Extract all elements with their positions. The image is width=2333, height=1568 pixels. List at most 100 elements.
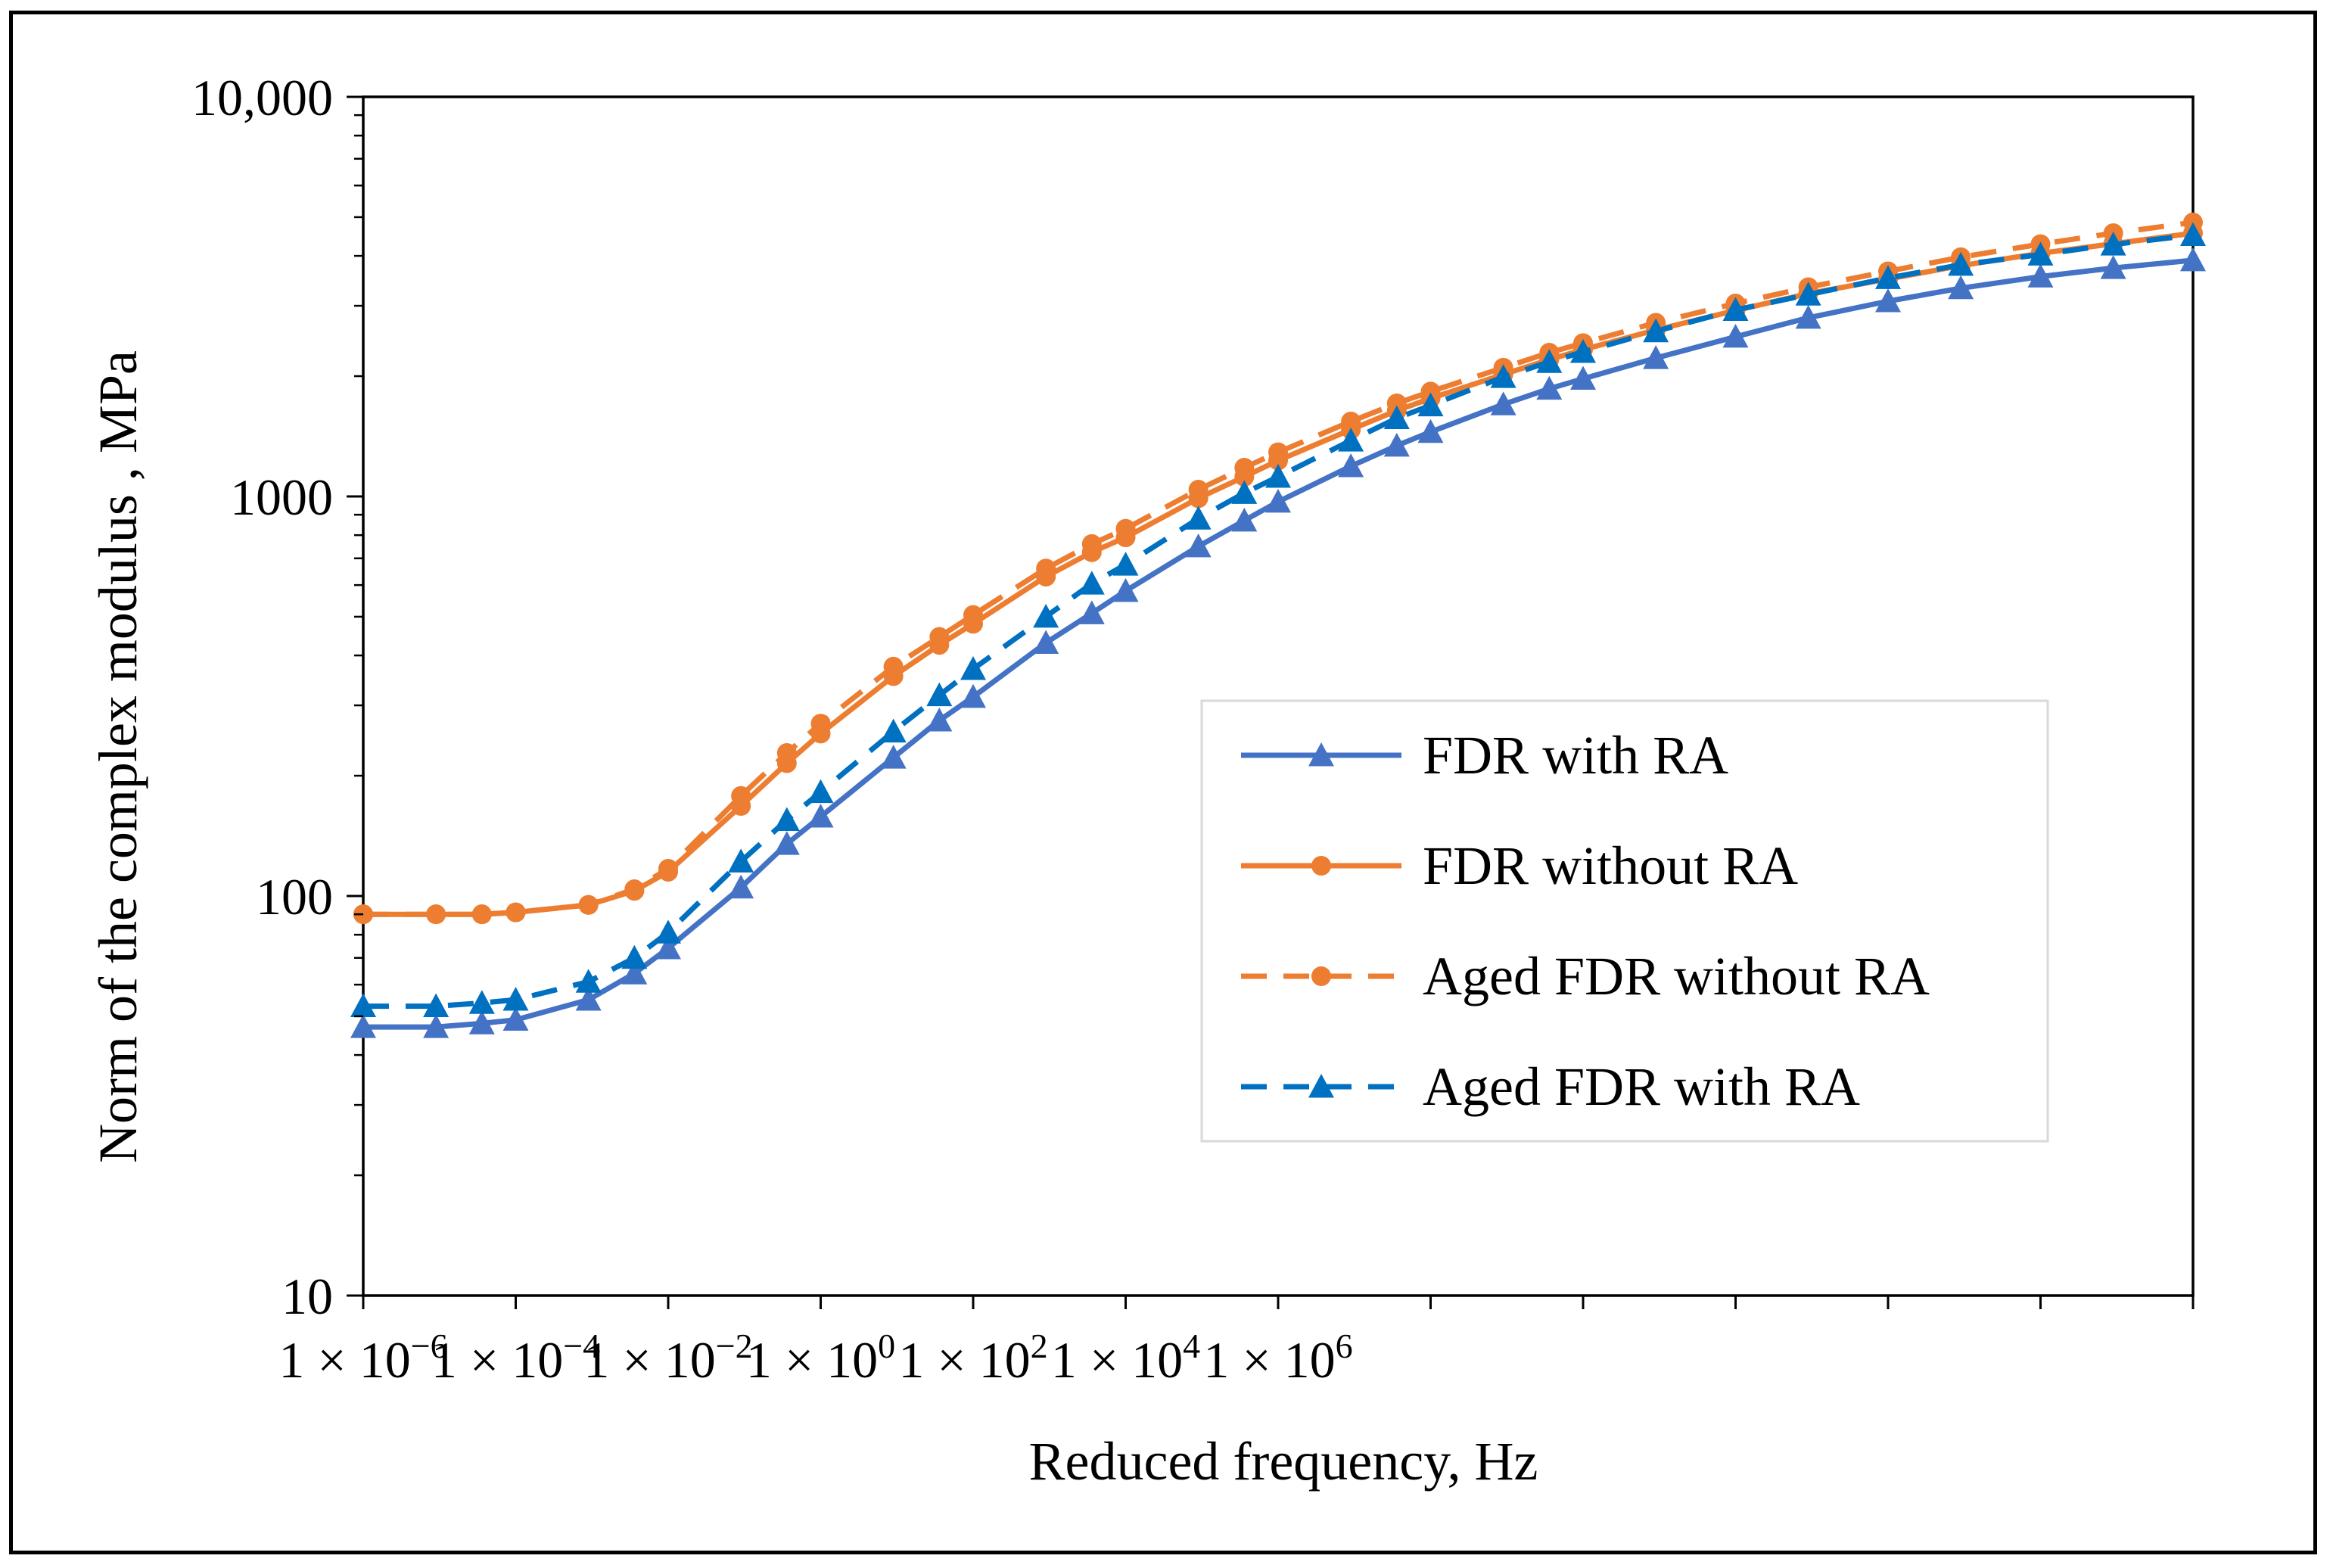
series-layer bbox=[350, 212, 2206, 1038]
data-point bbox=[880, 745, 907, 769]
y-axis-title: Norm of the complex modulus , MPa bbox=[88, 350, 148, 1163]
x-tick-label-base: 1 × 10 bbox=[431, 1331, 563, 1389]
data-point bbox=[655, 919, 681, 944]
x-tick-label: 1 × 10−6 bbox=[278, 1327, 447, 1389]
axis-layer: 1 × 10−61 × 10−41 × 10−21 × 100 1 × 102 1 … bbox=[191, 69, 2195, 1389]
legend-label: Aged FDR with RA bbox=[1423, 1056, 1860, 1117]
data-point bbox=[1033, 630, 1059, 654]
data-point bbox=[1268, 442, 1288, 462]
data-point bbox=[578, 894, 599, 915]
data-point bbox=[1112, 577, 1139, 602]
x-tick-label-base: 1 × 10 bbox=[278, 1331, 410, 1389]
legend-entry: Aged FDR with RA bbox=[1241, 1056, 1860, 1117]
data-point bbox=[1536, 375, 1563, 400]
data-point bbox=[960, 655, 986, 680]
data-point bbox=[1643, 318, 1669, 343]
data-point bbox=[655, 935, 681, 960]
chart-frame bbox=[9, 11, 2317, 1554]
x-tick-label: 1 × 104 bbox=[1051, 1327, 1200, 1389]
data-point bbox=[2027, 241, 2054, 266]
legend: FDR with RA FDR without RA Aged FDR withou… bbox=[1200, 699, 2049, 1143]
legend-label: FDR without RA bbox=[1423, 835, 1798, 896]
data-point bbox=[1231, 507, 1258, 532]
data-point bbox=[2100, 232, 2126, 256]
x-tick-label-base: 1 × 10 bbox=[1051, 1331, 1183, 1389]
data-point bbox=[423, 1014, 449, 1038]
data-point bbox=[1948, 251, 1974, 276]
data-point bbox=[423, 993, 449, 1018]
x-tick-label-exponent: 0 bbox=[878, 1327, 895, 1365]
data-point bbox=[1112, 552, 1139, 576]
data-point bbox=[883, 656, 904, 677]
data-point bbox=[1383, 405, 1410, 430]
data-point bbox=[2027, 263, 2054, 288]
x-tick-label-exponent: 6 bbox=[1336, 1327, 1353, 1365]
y-tick-label: 1000 bbox=[230, 468, 333, 526]
data-point bbox=[624, 879, 645, 900]
data-point bbox=[1115, 518, 1136, 539]
data-point bbox=[1643, 345, 1669, 369]
x-tick-label-base: 1 × 10 bbox=[1203, 1331, 1335, 1389]
data-point bbox=[728, 874, 754, 899]
data-point bbox=[1383, 432, 1410, 457]
x-tick-label: 1 × 10−2 bbox=[583, 1327, 752, 1389]
data-point bbox=[1795, 304, 1821, 329]
data-point bbox=[1185, 506, 1212, 530]
data-point bbox=[1338, 428, 1364, 452]
data-point bbox=[926, 682, 953, 707]
legend-marker bbox=[1308, 742, 1334, 767]
data-point bbox=[731, 786, 751, 806]
data-point bbox=[621, 960, 648, 985]
data-point bbox=[1722, 297, 1749, 321]
data-point bbox=[773, 807, 800, 831]
data-point bbox=[1033, 603, 1059, 628]
legend-box bbox=[1200, 699, 2049, 1143]
data-point bbox=[575, 987, 602, 1011]
data-point bbox=[1875, 288, 1901, 313]
series-line bbox=[363, 219, 2194, 917]
data-point bbox=[1234, 458, 1255, 478]
data-point bbox=[1536, 349, 1563, 373]
data-point bbox=[1570, 339, 1596, 363]
data-point bbox=[1081, 534, 1102, 554]
data-point bbox=[1490, 364, 1516, 388]
data-point bbox=[1265, 464, 1291, 488]
data-point bbox=[426, 904, 446, 925]
data-point bbox=[350, 993, 376, 1018]
legend-label: Aged FDR without RA bbox=[1423, 946, 1930, 1006]
data-point bbox=[471, 904, 492, 925]
data-point bbox=[728, 848, 754, 873]
y-tick-label: 10 bbox=[282, 1268, 333, 1325]
x-tick-label-exponent: −2 bbox=[716, 1327, 753, 1365]
series-fdr-with-ra bbox=[350, 247, 2206, 1038]
data-point bbox=[502, 987, 529, 1011]
x-tick-label-exponent: 2 bbox=[1031, 1327, 1048, 1365]
x-tick-label-exponent: 4 bbox=[1183, 1327, 1200, 1365]
data-point bbox=[505, 902, 526, 922]
data-point bbox=[2180, 247, 2206, 272]
data-point bbox=[1722, 323, 1749, 348]
data-point bbox=[1420, 381, 1441, 402]
x-tick-label: 1 × 102 bbox=[898, 1327, 1047, 1389]
data-point bbox=[1490, 391, 1516, 415]
data-point bbox=[1338, 453, 1364, 478]
data-point bbox=[350, 1014, 376, 1038]
x-tick-label: 1 × 100 bbox=[746, 1327, 895, 1389]
data-point bbox=[963, 605, 983, 625]
legend-marker bbox=[1311, 856, 1331, 876]
data-point bbox=[468, 990, 495, 1014]
series-aged-fdr-with-ra bbox=[350, 222, 2206, 1018]
data-point bbox=[1188, 480, 1208, 500]
legend-marker bbox=[1308, 1074, 1334, 1098]
data-point bbox=[1417, 392, 1444, 417]
legend-entry: Aged FDR without RA bbox=[1241, 946, 1930, 1006]
data-point bbox=[960, 683, 986, 708]
data-point bbox=[929, 627, 950, 647]
data-point bbox=[1570, 366, 1596, 390]
x-tick-label-exponent: −6 bbox=[411, 1327, 448, 1365]
data-point bbox=[2100, 255, 2126, 279]
data-point bbox=[1231, 480, 1258, 504]
data-point bbox=[621, 944, 648, 969]
x-tick-label-exponent: −4 bbox=[563, 1327, 600, 1365]
